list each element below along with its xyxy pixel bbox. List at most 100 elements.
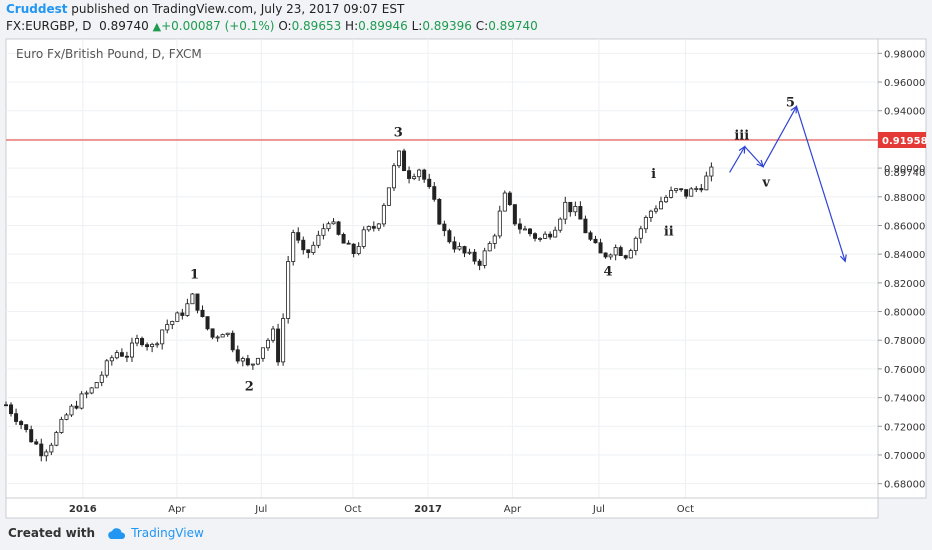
candle-body <box>573 206 578 213</box>
footer: Created with TradingView <box>8 526 204 540</box>
x-tick-label: Apr <box>168 504 186 515</box>
candle-body <box>230 332 235 351</box>
open-label: O: <box>278 19 292 33</box>
candle-body <box>356 246 361 254</box>
candle-body <box>502 192 507 212</box>
x-tick-label: Oct <box>344 504 361 515</box>
candle-body <box>633 237 638 252</box>
candle-body <box>124 355 129 358</box>
candle-body <box>140 338 145 346</box>
candle-body <box>507 192 512 206</box>
candle-body <box>578 206 583 220</box>
candle-body <box>462 246 467 254</box>
resistance-price-tag <box>878 132 926 149</box>
candle-body <box>407 170 412 179</box>
candle-body <box>492 235 497 244</box>
candle-body <box>19 421 24 426</box>
candle-body <box>538 238 543 240</box>
candle-body <box>593 238 598 244</box>
candle-body <box>260 347 265 359</box>
candle-body <box>134 338 139 344</box>
y-tick-label: 0.70000 <box>884 451 925 462</box>
candle-body <box>422 169 427 180</box>
tradingview-brand[interactable]: TradingView <box>131 526 204 540</box>
candle-body <box>311 244 316 253</box>
x-tick-label: Jul <box>592 504 605 515</box>
candle-body <box>482 250 487 266</box>
candle-body <box>648 210 653 218</box>
candle-body <box>276 328 281 363</box>
candle-body <box>467 251 472 254</box>
candle-body <box>24 424 29 430</box>
candle-body <box>190 293 195 305</box>
candle-body <box>563 201 568 220</box>
author-link[interactable]: Cruddest <box>6 2 68 16</box>
candle-body <box>396 150 401 167</box>
candle-body <box>613 247 618 256</box>
candle-body <box>245 358 250 366</box>
candle-body <box>235 349 240 362</box>
candle-body <box>89 387 94 394</box>
candle-body <box>517 223 522 230</box>
y-tick-label: 0.76000 <box>884 365 925 376</box>
candle-body <box>64 414 69 420</box>
wave-label: 1 <box>190 268 199 283</box>
candle-body <box>14 413 19 422</box>
candle-body <box>709 166 714 177</box>
candle-body <box>205 316 210 330</box>
candle-body <box>225 332 230 335</box>
candle-body <box>150 343 155 348</box>
candle-body <box>553 229 558 238</box>
candle-body <box>351 243 356 254</box>
candle-body <box>704 175 709 191</box>
candle-body <box>583 218 588 234</box>
candle-body <box>44 451 49 457</box>
y-tick-label: 0.68000 <box>884 480 925 491</box>
candle-body <box>281 318 286 363</box>
wave-label: ii <box>664 225 674 240</box>
price-axis[interactable] <box>877 38 927 499</box>
last-price: 0.89740 <box>99 19 149 33</box>
candle-body <box>306 249 311 253</box>
close-value: 0.89740 <box>488 19 538 33</box>
candle-body <box>180 312 185 316</box>
wave-label: v <box>761 176 770 191</box>
candle-body <box>618 247 623 256</box>
publish-header: Cruddest published on TradingView.com, J… <box>6 2 404 16</box>
candle-body <box>477 260 482 266</box>
candle-body <box>366 226 371 231</box>
candle-body <box>679 188 684 191</box>
time-axis[interactable] <box>5 497 879 519</box>
low-value: 0.89396 <box>422 19 472 33</box>
x-tick-label: 2017 <box>414 504 442 515</box>
x-tick-label: 2016 <box>69 504 97 515</box>
candle-body <box>49 444 54 453</box>
candle-body <box>331 221 336 225</box>
candle-body <box>512 204 517 225</box>
candle-body <box>386 187 391 206</box>
candle-body <box>34 441 39 445</box>
candle-body <box>427 178 432 188</box>
candle-body <box>250 363 255 366</box>
candle-body <box>160 329 165 345</box>
candle-body <box>119 352 124 357</box>
projection-arrowhead <box>738 145 746 154</box>
candle-body <box>301 239 306 251</box>
candle-body <box>442 223 447 232</box>
plot-area[interactable] <box>5 38 879 499</box>
candle-body <box>215 336 220 339</box>
candle-body <box>533 233 538 239</box>
candle-body <box>195 293 200 311</box>
candle-body <box>497 210 502 237</box>
y-tick-label: 0.74000 <box>884 394 925 405</box>
candle-body <box>240 358 245 362</box>
candle-body <box>674 188 679 191</box>
y-tick-label: 0.98000 <box>884 49 925 60</box>
candle-body <box>527 228 532 235</box>
candle-body <box>54 432 59 446</box>
candle-body <box>457 246 462 250</box>
candle-body <box>376 223 381 229</box>
candle-body <box>59 418 64 433</box>
